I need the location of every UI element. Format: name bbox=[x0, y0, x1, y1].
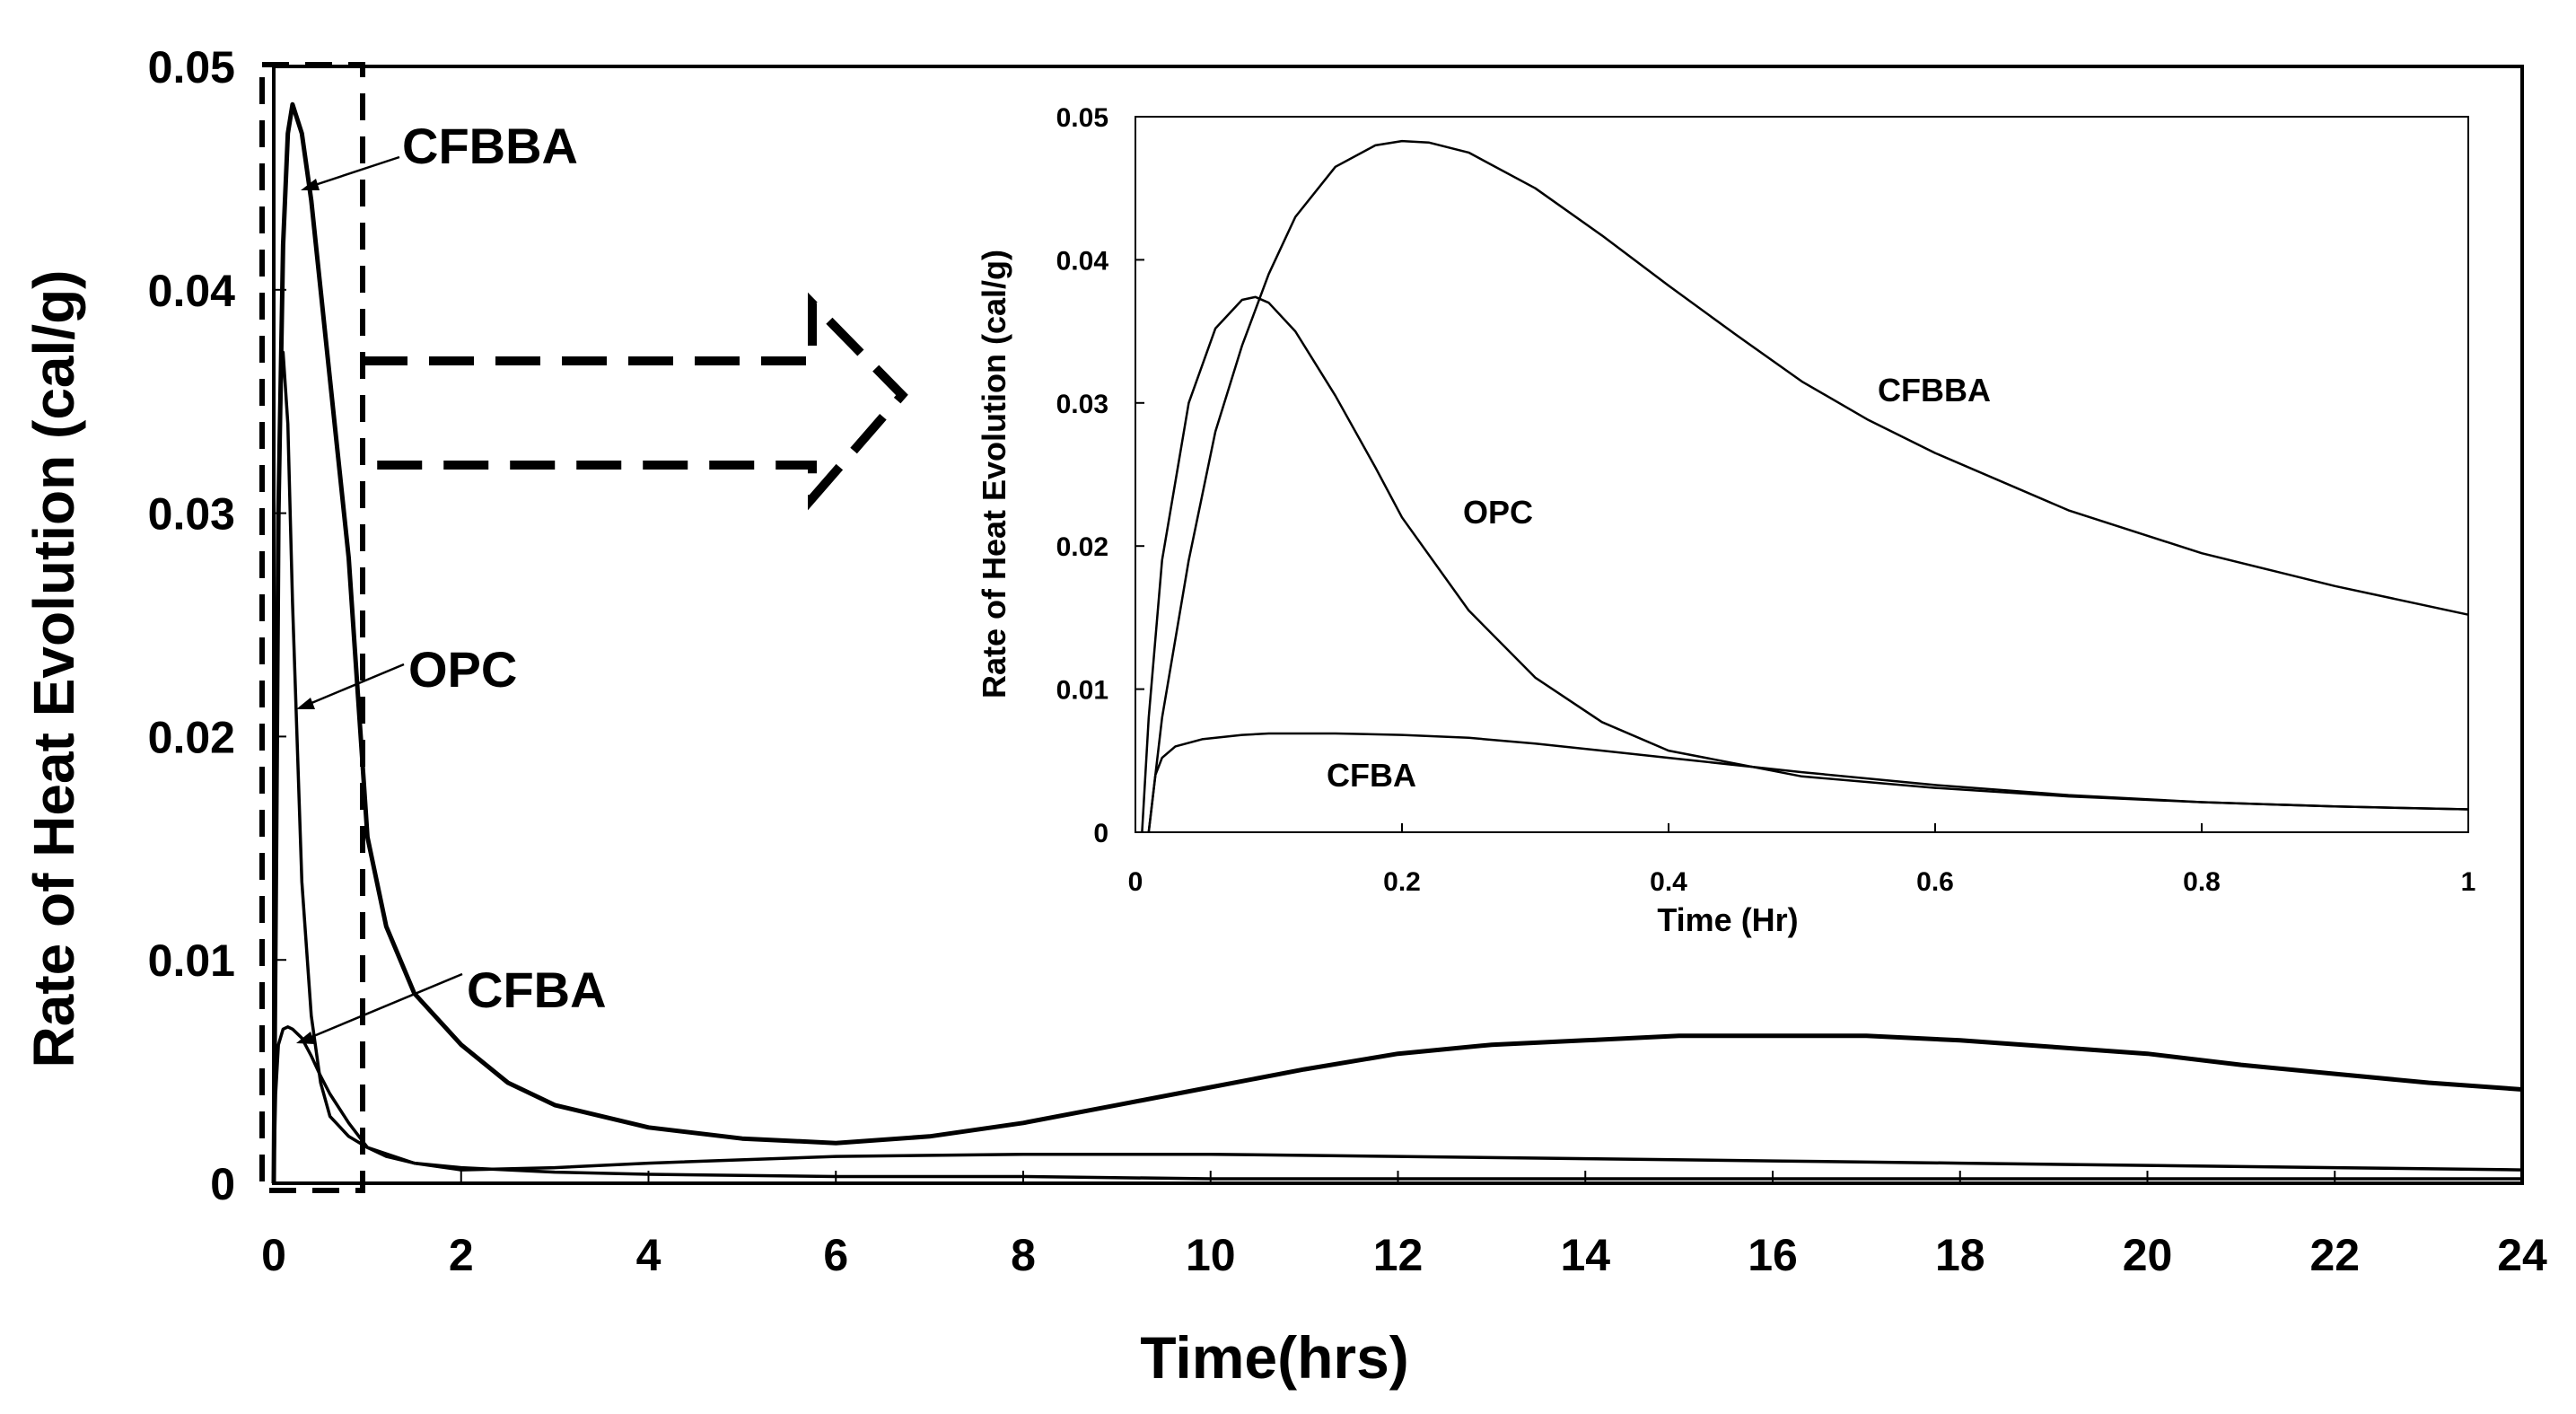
main-y-tick-label: 0 bbox=[210, 1159, 235, 1209]
main-y-tick-label: 0.02 bbox=[148, 712, 235, 762]
inset-y-ticks: 0 0.01 0.02 0.03 0.04 0.05 bbox=[1056, 103, 1144, 848]
main-x-tick-label: 0 bbox=[261, 1230, 286, 1280]
inset-x-axis-label: Time (Hr) bbox=[1657, 901, 1798, 938]
main-y-tick-label: 0.01 bbox=[148, 935, 235, 986]
main-y-ticks: 0 0.01 0.02 0.03 0.04 0.05 bbox=[148, 42, 286, 1209]
main-x-tick-label: 22 bbox=[2309, 1230, 2360, 1280]
main-x-tick-label: 12 bbox=[1373, 1230, 1424, 1280]
main-series-line-cfba bbox=[272, 1025, 2523, 1184]
inset-x-tick-label: 0.2 bbox=[1383, 867, 1421, 897]
zoom-region-box bbox=[259, 62, 365, 1193]
inset-y-tick-label: 0.04 bbox=[1056, 246, 1109, 276]
main-x-tick-label: 4 bbox=[636, 1230, 662, 1280]
inset-plot-frame bbox=[1135, 116, 2469, 833]
inset-x-tick-label: 0 bbox=[1128, 867, 1143, 897]
inset-series-label-opc: OPC bbox=[1463, 494, 1533, 531]
main-label-opc: OPC bbox=[296, 641, 517, 709]
main-x-tick-label: 2 bbox=[449, 1230, 474, 1280]
main-x-axis-label: Time(hrs) bbox=[1140, 1324, 1409, 1391]
inset-series-label-cfba: CFBA bbox=[1327, 757, 1416, 794]
main-series-line-cfbba bbox=[271, 101, 2523, 1184]
main-pointer-cfba bbox=[304, 972, 463, 1041]
inset-x-tick-label: 0.6 bbox=[1916, 867, 1954, 897]
main-x-tick-label: 14 bbox=[1560, 1230, 1610, 1280]
inset-x-tick-label: 1 bbox=[2461, 867, 2476, 897]
main-x-tick-label: 8 bbox=[1011, 1230, 1036, 1280]
zoom-arrow bbox=[363, 292, 908, 511]
main-x-tick-label: 24 bbox=[2497, 1230, 2547, 1280]
inset-series-line-cfbba bbox=[1147, 139, 2469, 833]
main-x-tick-label: 16 bbox=[1748, 1230, 1798, 1280]
main-pointer-cfbba bbox=[309, 155, 400, 189]
inset-y-tick-label: 0.05 bbox=[1056, 103, 1108, 133]
main-curves bbox=[271, 101, 2523, 1184]
main-x-tick-label: 10 bbox=[1186, 1230, 1236, 1280]
main-pointer-cfba-head bbox=[296, 1032, 315, 1044]
main-series-label-opc: OPC bbox=[408, 641, 517, 698]
main-y-tick-label: 0.04 bbox=[148, 266, 236, 316]
main-y-axis-label: Rate of Heat Evolution (cal/g) bbox=[22, 270, 86, 1068]
inset-y-tick-label: 0.01 bbox=[1056, 676, 1108, 706]
main-label-cfba: CFBA bbox=[296, 962, 607, 1044]
main-x-tick-label: 6 bbox=[823, 1230, 848, 1280]
inset-series-line-cfba bbox=[1147, 732, 2469, 833]
inset-chart: 0 0.01 0.02 0.03 0.04 0.05 0 0.2 0.4 0.6 0.8 1 CFB… bbox=[976, 103, 2475, 938]
inset-x-tick-label: 0.4 bbox=[1650, 867, 1687, 897]
inset-x-tick-label: 0.8 bbox=[2183, 867, 2221, 897]
inset-y-tick-label: 0.02 bbox=[1056, 532, 1108, 562]
main-y-tick-label: 0.03 bbox=[148, 489, 235, 540]
main-label-cfbba: CFBBA bbox=[301, 118, 578, 190]
main-y-tick-label: 0.05 bbox=[148, 42, 235, 92]
inset-y-tick-label: 0.03 bbox=[1056, 390, 1108, 419]
inset-curves bbox=[1141, 139, 2469, 833]
main-x-tick-label: 20 bbox=[2123, 1230, 2173, 1280]
inset-x-ticks: 0 0.2 0.4 0.6 0.8 1 bbox=[1128, 823, 2476, 897]
main-x-ticks: 0 2 4 6 8 10 12 14 16 18 20 22 24 bbox=[261, 1171, 2547, 1280]
inset-y-tick-label: 0 bbox=[1093, 819, 1108, 848]
main-series-label-cfba: CFBA bbox=[467, 962, 607, 1018]
main-pointer-opc bbox=[304, 663, 405, 707]
inset-series-label-cfbba: CFBBA bbox=[1878, 372, 1991, 408]
inset-y-axis-label: Rate of Heat Evolution (cal/g) bbox=[976, 250, 1012, 698]
main-pointer-opc-head bbox=[296, 698, 315, 709]
main-x-tick-label: 18 bbox=[1935, 1230, 1985, 1280]
main-series-label-cfbba: CFBBA bbox=[402, 118, 578, 174]
main-pointer-cfbba-head bbox=[301, 179, 320, 190]
inset-series-line-opc bbox=[1141, 295, 2469, 833]
main-chart: 00.010.020.030.040.05 0 2 4 6 8 10 12 14 16 18 20 2… bbox=[22, 42, 2547, 1391]
